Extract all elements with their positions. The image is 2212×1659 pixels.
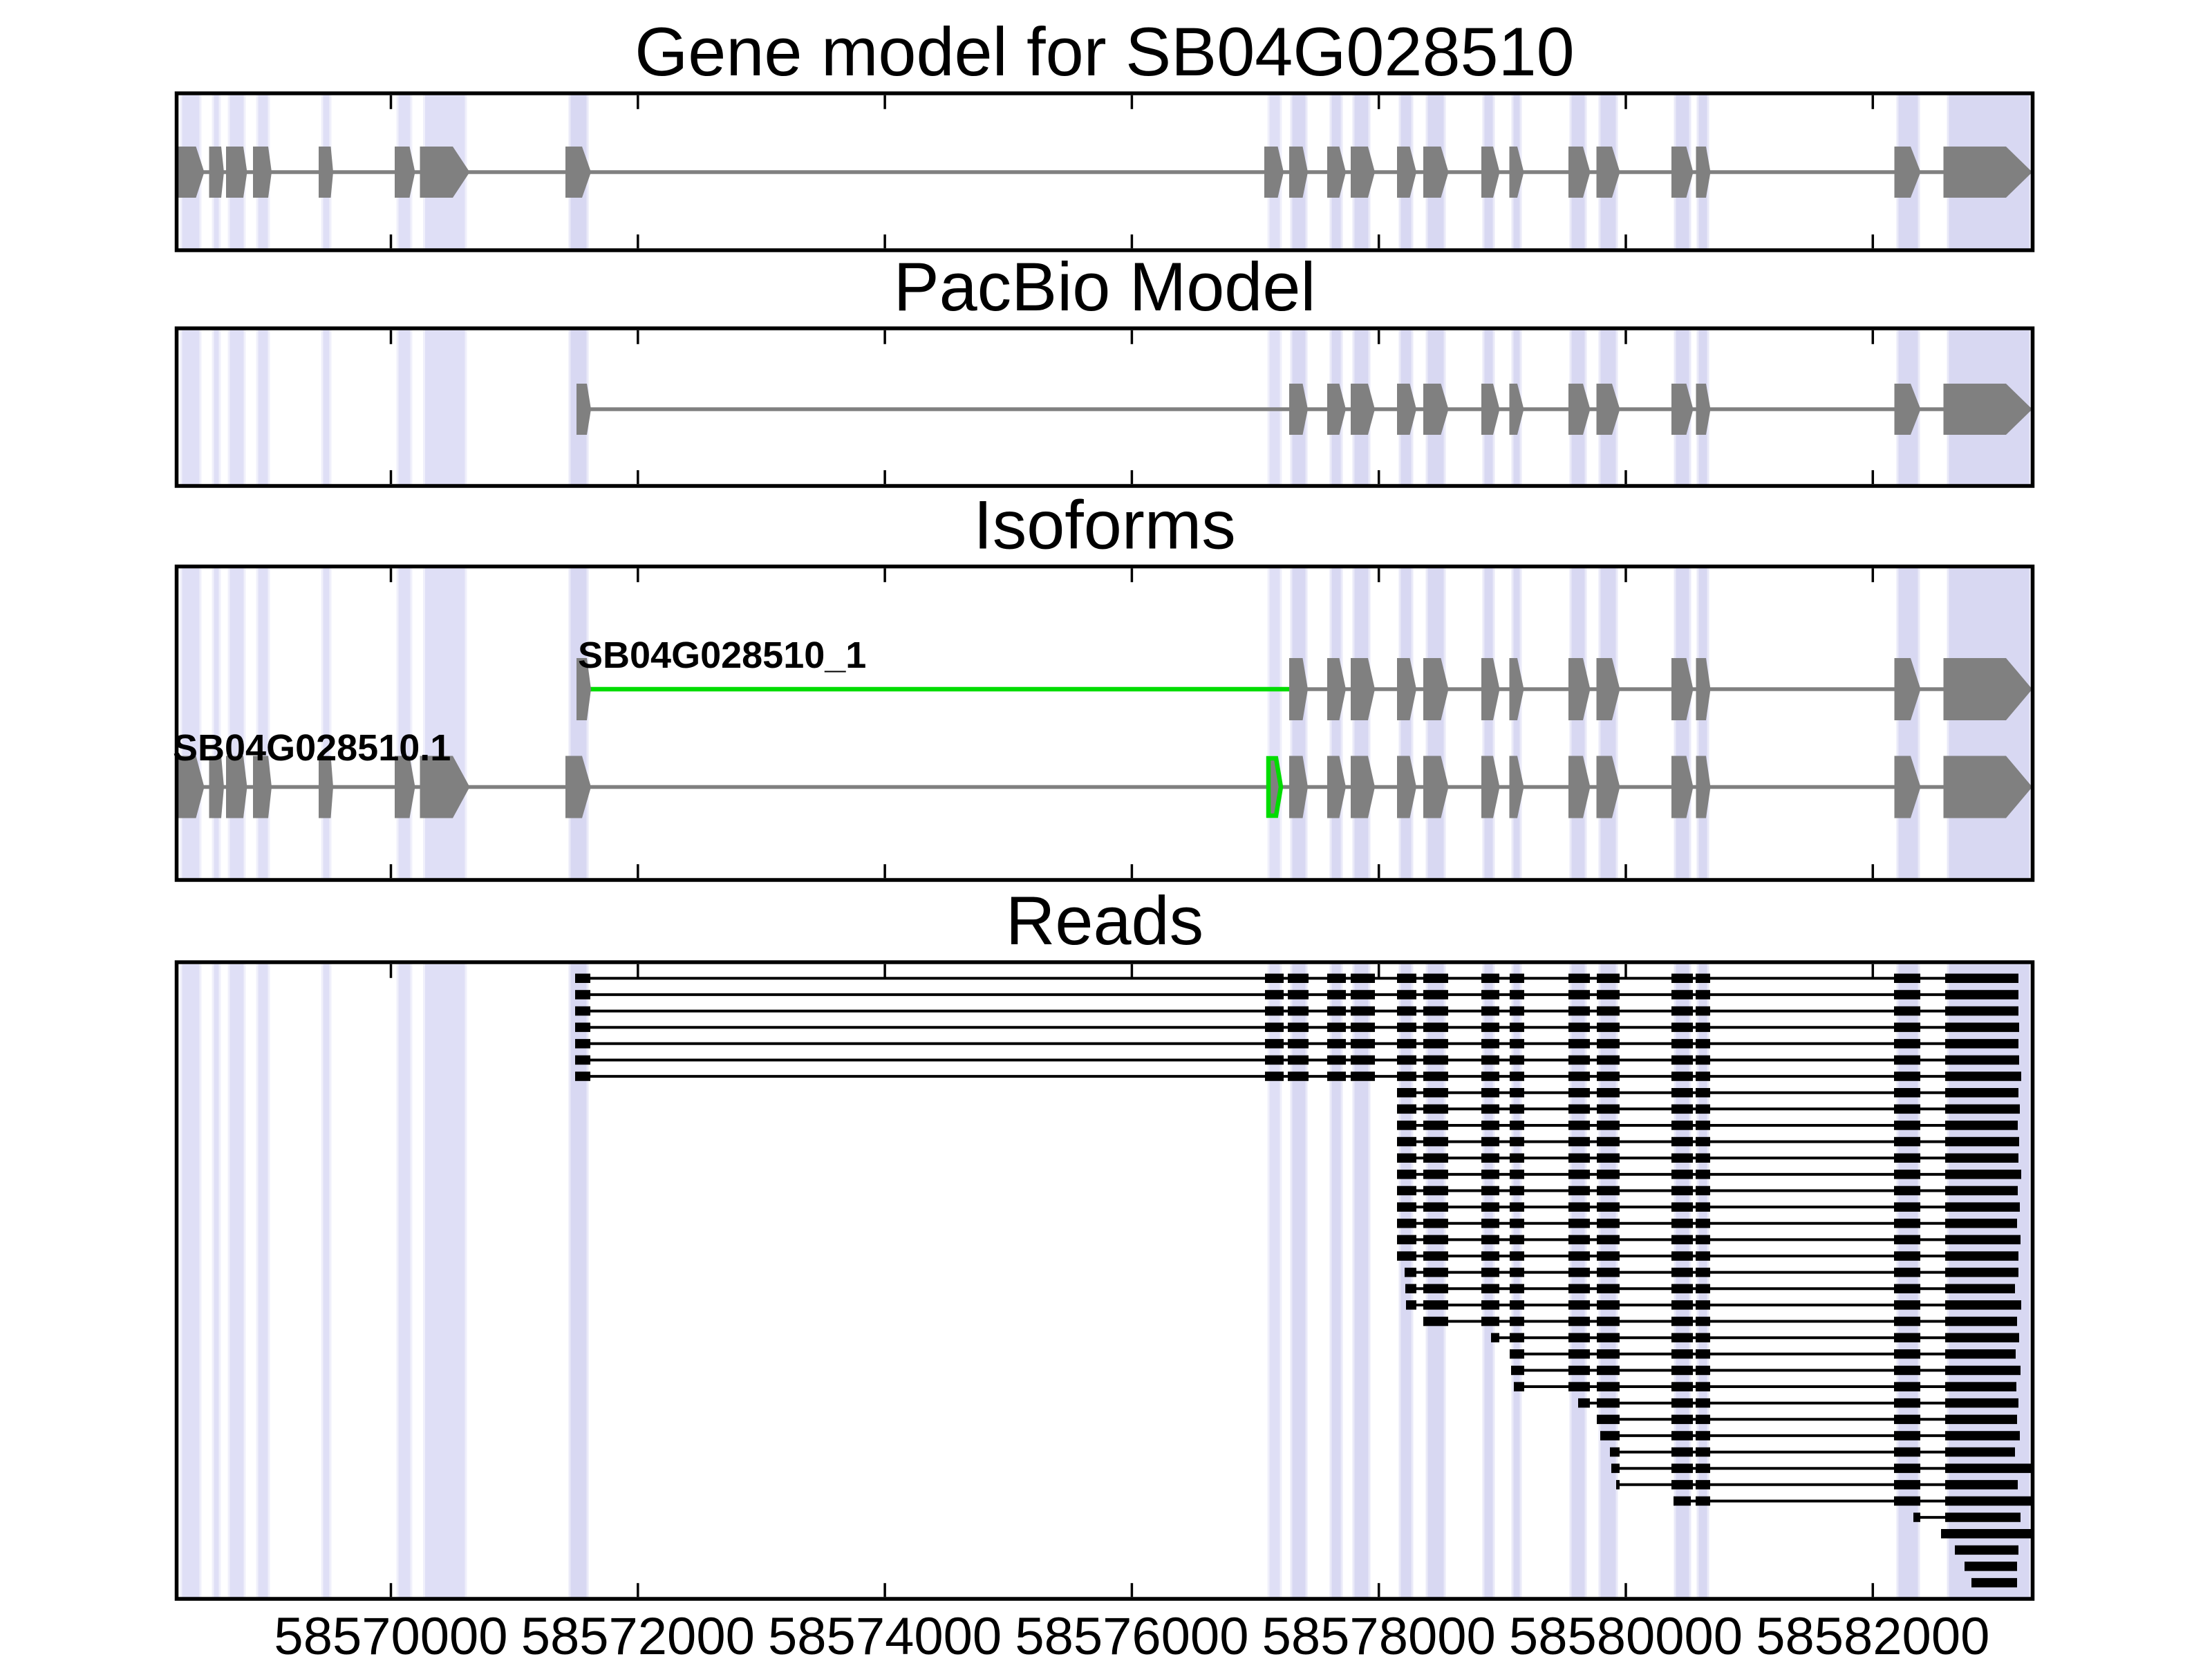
svg-text:Isoforms: Isoforms <box>973 487 1236 563</box>
svg-text:PacBio Model: PacBio Model <box>894 248 1316 325</box>
svg-text:58580000: 58580000 <box>1509 1607 1743 1659</box>
svg-text:Reads: Reads <box>1006 882 1203 959</box>
svg-text:58582000: 58582000 <box>1756 1607 1989 1659</box>
svg-text:58570000: 58570000 <box>274 1607 507 1659</box>
svg-text:Gene model for SB04G028510: Gene model for SB04G028510 <box>635 13 1574 90</box>
svg-text:SB04G028510_1: SB04G028510_1 <box>578 635 866 676</box>
svg-text:58572000: 58572000 <box>521 1607 755 1659</box>
svg-text:SB04G028510.1: SB04G028510.1 <box>173 727 451 769</box>
svg-text:58574000: 58574000 <box>768 1607 1002 1659</box>
svg-text:58578000: 58578000 <box>1262 1607 1496 1659</box>
svg-text:58576000: 58576000 <box>1015 1607 1248 1659</box>
